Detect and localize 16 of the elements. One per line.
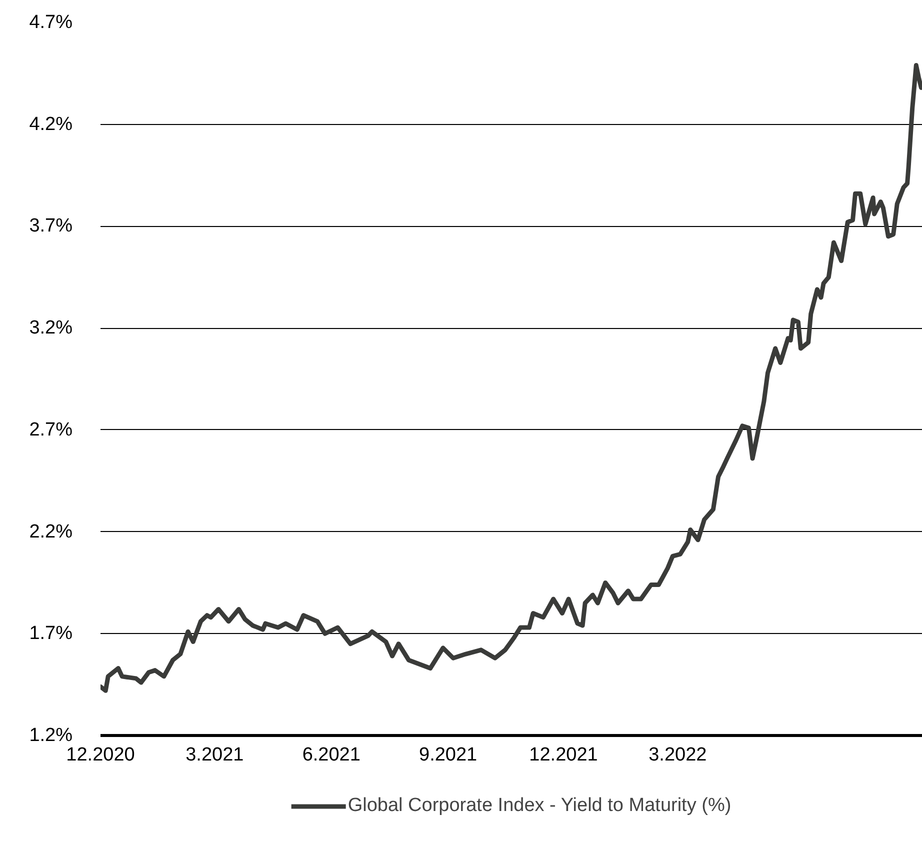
y-tick-label: 2.7% <box>29 419 73 440</box>
x-tick-label: 9.2021 <box>419 744 478 766</box>
y-tick-label: 3.2% <box>29 318 73 339</box>
y-tick-label: 4.2% <box>29 114 73 135</box>
legend-label: Global Corporate Index - Yield to Maturity (%) <box>348 795 732 817</box>
y-tick-label: 3.7% <box>29 216 73 237</box>
y-tick-label: 1.7% <box>29 623 73 644</box>
line-series <box>100 63 922 693</box>
x-tick-label: 12.2020 <box>66 744 135 766</box>
x-tick-label: 12.2021 <box>529 744 598 766</box>
x-tick-label: 6.2021 <box>302 744 360 766</box>
x-tick-label: 3.2022 <box>648 744 707 766</box>
y-tick-label: 4.7% <box>29 12 73 33</box>
y-tick-label: 2.2% <box>29 521 73 542</box>
y-tick-label: 1.2% <box>29 725 73 746</box>
x-tick-label: 3.2021 <box>186 744 244 766</box>
